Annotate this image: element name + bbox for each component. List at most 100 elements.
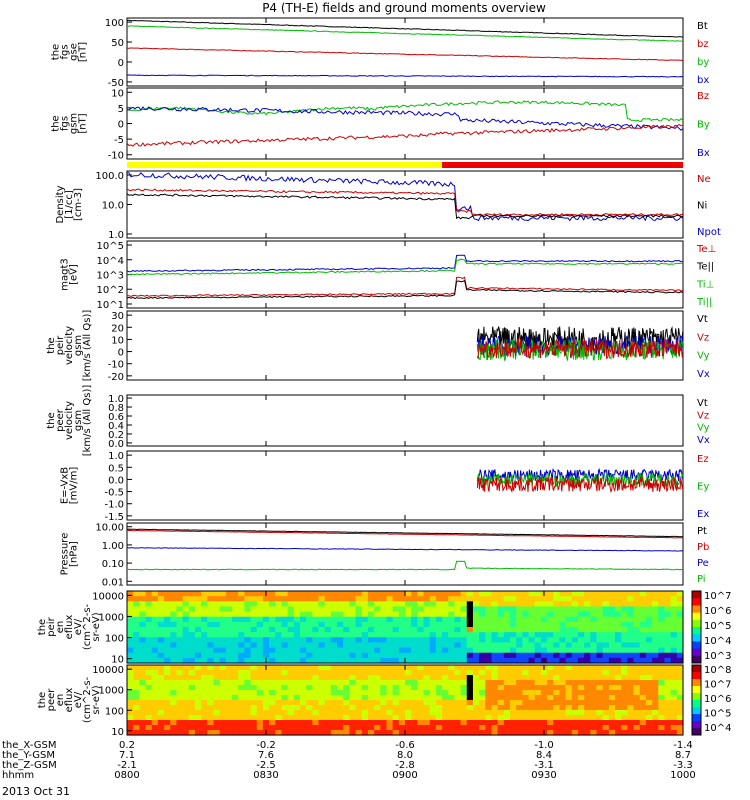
heatmap-cell [652, 601, 659, 608]
panel5-ytick-label: 0 [118, 348, 124, 359]
heatmap-cell [417, 705, 425, 711]
heatmap-cell [584, 670, 591, 676]
heatmap-cell [256, 601, 264, 608]
heatmap-cell [435, 720, 443, 726]
heatmap-cell [596, 632, 604, 638]
heatmap-cell [479, 591, 486, 597]
heatmap-cell [664, 606, 672, 613]
heatmap-cell [547, 730, 554, 736]
heatmap-cell [232, 715, 239, 721]
heatmap-cell [337, 657, 344, 664]
heatmap-cell [442, 647, 449, 654]
panel8-frame [126, 522, 684, 586]
heatmap-cell [615, 621, 622, 628]
panel4-ytick-label: 10^2 [97, 285, 124, 296]
heatmap-cell [386, 606, 394, 613]
heatmap-cell [423, 601, 431, 608]
heatmap-cell [664, 675, 672, 681]
heatmap-cell [615, 665, 622, 671]
panel1-ylabel: the [51, 115, 62, 131]
heatmap-cell [534, 606, 542, 613]
heatmap-cell [318, 695, 326, 701]
heatmap-cell [330, 730, 338, 736]
heatmap-cell [435, 665, 443, 671]
heatmap-cell [645, 637, 653, 644]
heatmap-cell [553, 710, 561, 716]
panel7-ytick-label: -0.5 [104, 488, 124, 499]
heatmap-cell [497, 616, 505, 623]
heatmap-cell [170, 705, 178, 711]
heatmap-cell [472, 700, 480, 706]
heatmap-cell [633, 695, 641, 701]
heatmap-cell [392, 675, 400, 681]
heatmap-cell [411, 616, 418, 623]
heatmap-cell [577, 601, 585, 608]
heatmap-cell [405, 657, 412, 664]
heatmap-cell [553, 601, 561, 608]
heatmap-cell [269, 680, 276, 686]
heatmap-cell [238, 665, 245, 671]
heatmap-cell [608, 627, 616, 633]
heatmap-cell [460, 632, 468, 638]
heatmap-cell [448, 642, 456, 649]
heatmap-cell [201, 700, 208, 706]
heatmap-cell [411, 695, 418, 701]
heatmap-cell [429, 665, 437, 671]
heatmap-cell [219, 632, 227, 638]
heatmap-cell [194, 715, 202, 721]
heatmap-cell [571, 637, 579, 644]
heatmap-cell [256, 637, 264, 644]
heatmap-cell [176, 616, 184, 623]
heatmap-cell [151, 591, 159, 597]
heatmap-cell [615, 647, 622, 654]
heatmap-cell [355, 627, 363, 633]
heatmap-cell [330, 591, 338, 597]
heatmap-cell [145, 665, 153, 671]
heatmap-cell [602, 725, 610, 731]
heatmap-cell [540, 647, 548, 654]
heatmap-cell [355, 652, 363, 659]
heatmap-cell [608, 621, 616, 628]
heatmap-cell [330, 675, 338, 681]
heatmap-cell [164, 616, 171, 623]
heatmap-cell [225, 596, 233, 602]
heatmap-cell [652, 627, 659, 633]
heatmap-cell [145, 715, 153, 721]
heatmap-cell [324, 627, 332, 633]
heatmap-cell [645, 720, 653, 726]
heatmap-cell [571, 616, 579, 623]
heatmap-cell [312, 710, 320, 716]
heatmap-cell [293, 596, 301, 602]
heatmap-cell [244, 715, 252, 721]
heatmap-cell [207, 730, 215, 736]
heatmap-cell [479, 680, 486, 686]
heatmap-cell [182, 705, 190, 711]
heatmap-cell [318, 601, 326, 608]
panel6-ytick-label: 0.6 [108, 412, 124, 423]
heatmap-cell [238, 621, 245, 628]
heatmap-cell [639, 705, 647, 711]
heatmap-cell [652, 632, 659, 638]
heatmap-cell [497, 725, 505, 731]
panel0-ylabel: the [51, 44, 62, 60]
heatmap-cell [658, 695, 666, 701]
heatmap-cell [442, 665, 449, 671]
xaxis-value: 8.0 [397, 750, 413, 761]
heatmap-cell [510, 647, 517, 654]
heatmap-cell [639, 725, 647, 731]
heatmap-cell [145, 657, 153, 664]
panel1-ytick-label: 5 [118, 104, 124, 115]
legend-ne: Ne [697, 174, 711, 185]
heatmap-cell [151, 627, 159, 633]
heatmap-cell [238, 652, 245, 659]
heatmap-cell [460, 637, 468, 644]
heatmap-cell [324, 591, 332, 597]
heatmap-cell [275, 690, 283, 696]
heatmap-cell [633, 616, 641, 623]
colorbar-label: 10^6 [704, 606, 731, 617]
colorbar-frame [691, 590, 702, 664]
heatmap-cell [361, 616, 369, 623]
heatmap-cell [454, 637, 462, 644]
heatmap-cell [503, 670, 511, 676]
